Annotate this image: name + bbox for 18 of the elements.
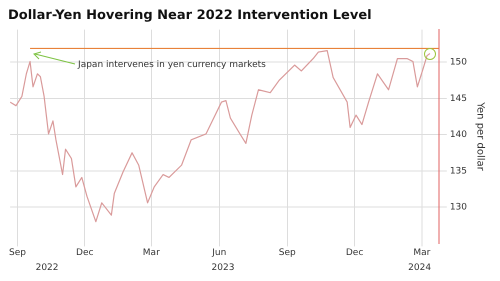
x2-tick-label: 2023	[212, 262, 234, 273]
x-tick-label: Sep	[278, 248, 296, 258]
annotation: Japan intervenes in yen currency markets	[77, 60, 266, 70]
x-tick-label: Jun	[211, 248, 226, 258]
x-tick-label: Sep	[8, 248, 26, 258]
x-tick-label: Dec	[76, 248, 94, 258]
y-tick-label: 140	[450, 130, 468, 140]
x-tick-label: Mar	[142, 248, 160, 258]
y-tick-label: 135	[450, 166, 468, 176]
chart-title: Dollar-Yen Hovering Near 2022 Intervention Level	[8, 8, 372, 24]
y-tick-label: 145	[450, 94, 468, 104]
y-tick-label: 130	[450, 202, 468, 213]
x2-tick-label: 2024	[408, 262, 432, 273]
y-tick-label: 150	[450, 58, 468, 68]
x-tick-label: Mar	[413, 248, 431, 258]
x-tick-label: Dec	[346, 248, 364, 258]
y-axis-title: Yen per dollar	[474, 101, 486, 172]
x2-tick-label: 2022	[36, 262, 58, 273]
